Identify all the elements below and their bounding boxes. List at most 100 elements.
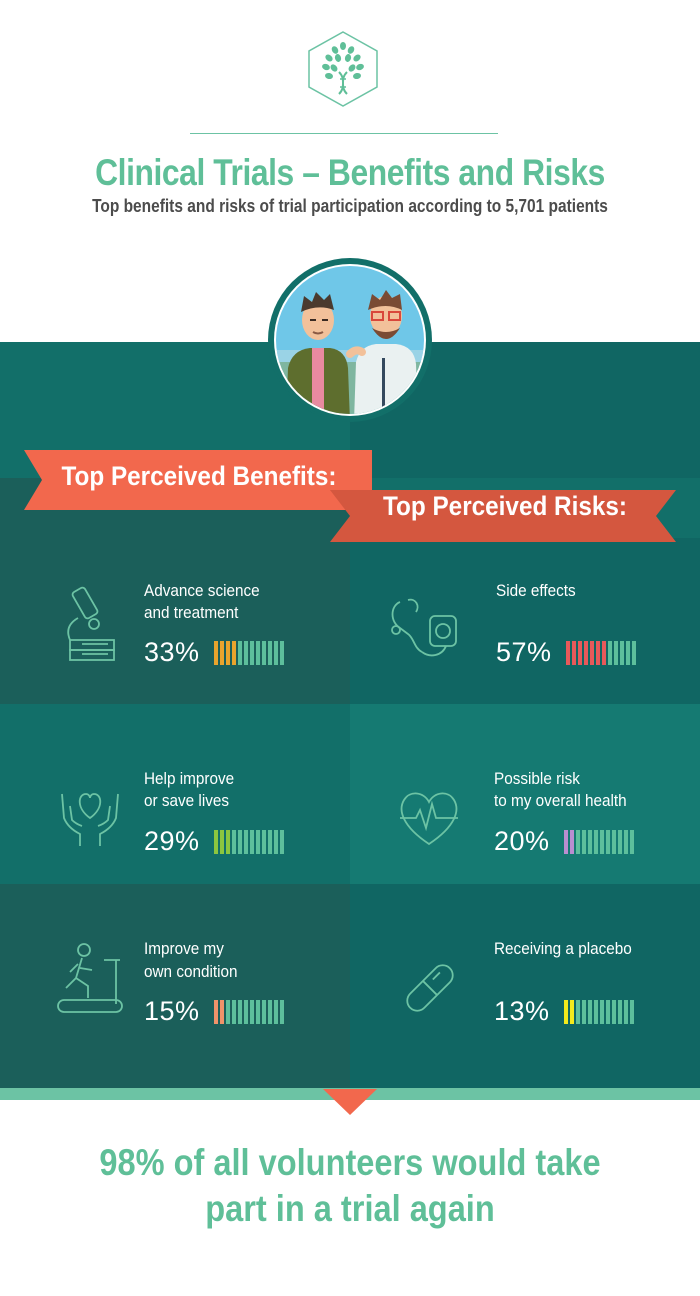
meter-segment [244, 830, 248, 854]
meter-segment [232, 641, 236, 665]
risk-card [350, 704, 700, 884]
meter-segment [588, 830, 592, 854]
meter-segment [274, 830, 278, 854]
risk-meter [564, 830, 634, 854]
meter-segment [262, 830, 266, 854]
risk-label: to my overall health [494, 791, 627, 810]
meter-segment [590, 641, 594, 665]
risk-card [350, 884, 700, 1088]
microscope-icon [67, 586, 115, 661]
meter-segment [238, 830, 242, 854]
conclusion-line: part in a trial again [205, 1188, 495, 1229]
meter-segment [602, 641, 606, 665]
meter-segment [564, 1000, 568, 1024]
meter-segment [250, 830, 254, 854]
down-arrow-icon [323, 1089, 377, 1115]
patient-doctor-illustration [268, 258, 432, 422]
stethoscope-icon [391, 598, 457, 657]
risk-meter [566, 641, 636, 665]
conclusion-text: 98% of all volunteers would take part in… [42, 1140, 658, 1232]
meter-segment [268, 1000, 272, 1024]
meter-segment [566, 641, 570, 665]
benefit-card [0, 704, 350, 884]
meter-segment [630, 1000, 634, 1024]
meter-segment [632, 641, 636, 665]
meter-segment [620, 641, 624, 665]
meter-segment [262, 641, 266, 665]
meter-segment [608, 641, 612, 665]
meter-segment [214, 1000, 218, 1024]
risks-banner-label: Top Perceived Risks: [382, 491, 627, 521]
risk-percent: 20% [494, 826, 550, 856]
benefit-label: Advance science [144, 581, 260, 600]
benefit-label: own condition [144, 962, 238, 981]
meter-segment [244, 641, 248, 665]
banners [24, 450, 676, 542]
meter-segment [582, 830, 586, 854]
meter-segment [220, 830, 224, 854]
meter-segment [268, 641, 272, 665]
meter-segment [624, 1000, 628, 1024]
page-title: Clinical Trials – Benefits and Risks [95, 152, 605, 193]
meter-segment [618, 1000, 622, 1024]
meter-segment [244, 1000, 248, 1024]
meter-segment [280, 1000, 284, 1024]
meter-segment [606, 830, 610, 854]
meter-segment [220, 1000, 224, 1024]
meter-segment [214, 641, 218, 665]
risk-label: Possible risk [494, 769, 580, 788]
risk-meter [564, 1000, 634, 1024]
benefits-banner-label: Top Perceived Benefits: [61, 461, 337, 491]
meter-segment [612, 830, 616, 854]
benefit-card [0, 884, 350, 1088]
meter-segment [274, 1000, 278, 1024]
pill-capsule-icon [406, 964, 454, 1012]
tree-dna-logo-icon [308, 31, 378, 107]
meter-segment [600, 830, 604, 854]
page-subtitle: Top benefits and risks of trial particip… [92, 196, 608, 216]
meter-segment [624, 830, 628, 854]
header-divider [190, 133, 498, 134]
meter-segment [226, 830, 230, 854]
meter-segment [232, 1000, 236, 1024]
meter-segment [238, 1000, 242, 1024]
heartbeat-icon [400, 792, 458, 846]
meter-segment [618, 830, 622, 854]
risk-percent: 57% [496, 637, 552, 667]
meter-segment [256, 641, 260, 665]
meter-segment [630, 830, 634, 854]
meter-segment [256, 830, 260, 854]
meter-segment [220, 641, 224, 665]
meter-segment [226, 1000, 230, 1024]
risk-card [350, 538, 700, 704]
meter-segment [226, 641, 230, 665]
benefit-percent: 15% [144, 996, 200, 1026]
benefit-label: or save lives [144, 791, 230, 810]
meter-segment [584, 641, 588, 665]
meter-segment [606, 1000, 610, 1024]
meter-segment [256, 1000, 260, 1024]
meter-segment [572, 641, 576, 665]
benefit-label: and treatment [144, 603, 239, 622]
meter-segment [596, 641, 600, 665]
benefit-meter [214, 641, 284, 665]
heart-in-hands-icon [61, 793, 119, 846]
meter-segment [578, 641, 582, 665]
benefit-percent: 33% [144, 637, 200, 667]
meter-segment [612, 1000, 616, 1024]
meter-segment [274, 641, 278, 665]
meter-segment [250, 641, 254, 665]
meter-segment [280, 830, 284, 854]
meter-segment [626, 641, 630, 665]
meter-segment [232, 830, 236, 854]
meter-segment [238, 641, 242, 665]
conclusion-line: 98% of all volunteers would take [99, 1142, 601, 1183]
treadmill-runner-icon [57, 943, 123, 1013]
risk-label: Side effects [496, 581, 576, 600]
meter-segment [576, 830, 580, 854]
meter-segment [564, 830, 568, 854]
meter-segment [614, 641, 618, 665]
benefit-meter [214, 830, 284, 854]
meter-segment [268, 830, 272, 854]
meter-segment [214, 830, 218, 854]
